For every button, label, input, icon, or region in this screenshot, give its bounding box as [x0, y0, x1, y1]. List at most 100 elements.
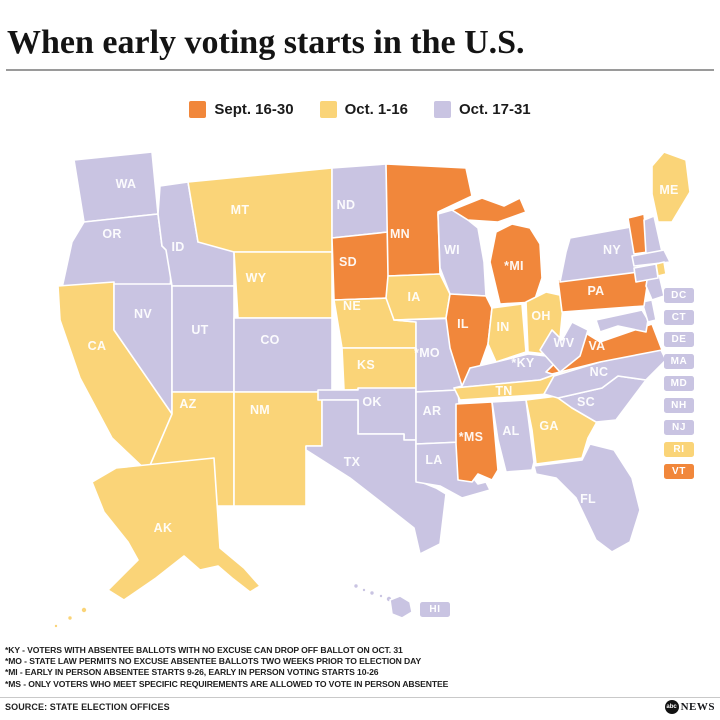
state-label-ok: OK [362, 395, 381, 409]
state-label-nd: ND [337, 198, 356, 212]
state-label-la: LA [425, 453, 442, 467]
state-ri [655, 261, 667, 277]
state-label-va: VA [588, 339, 605, 353]
state-label-pa: PA [587, 284, 604, 298]
state-labels: WA OR CA NV ID MT WY UT CO AZ NM ND SD N… [88, 177, 679, 535]
state-label-ut: UT [191, 323, 208, 337]
state-wy [233, 251, 333, 319]
legend-label: Oct. 1-16 [344, 101, 408, 118]
state-label-tx: TX [344, 455, 361, 469]
legend-swatch-lavender [433, 101, 451, 118]
state-label-co: CO [260, 333, 279, 347]
state-label-wa: WA [116, 177, 137, 191]
state-label-nv: NV [134, 307, 152, 321]
state-label-ga: GA [539, 419, 558, 433]
state-hi-island [361, 587, 367, 593]
badge-md: MD [664, 376, 694, 391]
state-label-nc: NC [590, 365, 609, 379]
state-label-tn: TN [495, 384, 512, 398]
state-label-ia: IA [407, 290, 420, 304]
legend-label: Oct. 17-31 [458, 101, 531, 118]
logo-news-text: NEWS [680, 701, 715, 713]
state-label-ks: KS [357, 358, 375, 372]
source-row: SOURCE: STATE ELECTION OFFICES abc NEWS [5, 700, 715, 714]
footnote-mi: *MI - EARLY IN PERSON ABSENTEE STARTS 9-… [5, 667, 379, 678]
state-label-il: IL [457, 317, 469, 331]
badge-ct: CT [664, 310, 694, 325]
badge-dc: DC [664, 288, 694, 303]
legend: Sept. 16-30 Oct. 1-16 Oct. 17-31 [0, 101, 720, 118]
state-label-me: ME [659, 183, 678, 197]
state-label-sc: SC [577, 395, 595, 409]
footnotes: *KY - VOTERS WITH ABSENTEE BALLOTS WITH … [5, 645, 448, 690]
state-label-or: OR [102, 227, 121, 241]
state-de [641, 299, 657, 323]
state-label-az: AZ [179, 397, 196, 411]
state-hi-big-island [389, 595, 413, 619]
state-wv [539, 321, 589, 373]
state-or [61, 213, 173, 293]
state-label-ky: *KY [511, 356, 534, 370]
state-nc [543, 347, 667, 399]
badge-vt: VT [664, 464, 694, 479]
state-label-mt: MT [231, 203, 250, 217]
state-ak [91, 457, 261, 601]
footnote-ms: *MS - ONLY VOTERS WHO MEET SPECIFIC REQU… [5, 678, 449, 689]
state-il [445, 293, 493, 387]
footnote-mo: *MO - STATE LAW PERMITS NO EXCUSE ABSENT… [5, 656, 422, 667]
state-fl [533, 443, 641, 553]
state-label-ak: AK [154, 521, 173, 535]
state-ma [631, 249, 671, 267]
state-label-ny: NY [603, 243, 621, 257]
legend-label: Sept. 16-30 [214, 101, 294, 118]
state-label-mi: *MI [504, 259, 524, 273]
page-title: When early voting starts in the U.S. [7, 24, 525, 61]
badge-ri: RI [664, 442, 694, 457]
state-ks [341, 347, 417, 391]
state-label-in: IN [496, 320, 509, 334]
title-divider [6, 69, 714, 71]
state-label-ca: CA [88, 339, 107, 353]
state-ms [455, 401, 499, 483]
state-label-al: AL [502, 424, 519, 438]
state-label-ar: AR [423, 404, 442, 418]
state-mi-upper [451, 197, 527, 223]
state-label-wv: WV [554, 336, 575, 350]
state-co [233, 317, 333, 393]
badge-de: DE [664, 332, 694, 347]
footnote-ky: *KY - VOTERS WITH ABSENTEE BALLOTS WITH … [5, 645, 403, 655]
state-label-sd: SD [339, 255, 357, 269]
legend-swatch-yellow [319, 101, 337, 118]
state-label-mn: MN [390, 227, 410, 241]
abc-circle-icon: abc [664, 700, 679, 714]
state-ct [633, 263, 659, 283]
state-md [595, 309, 649, 333]
legend-item-oct-early: Oct. 1-16 [319, 101, 408, 118]
source-text: SOURCE: STATE ELECTION OFFICES [5, 702, 170, 712]
badge-nj: NJ [664, 420, 694, 435]
state-ak-aleutian-island [53, 623, 59, 629]
legend-swatch-orange [189, 101, 207, 118]
state-in [487, 303, 527, 363]
state-hi-island [378, 593, 384, 599]
state-label-ms: *MS [459, 430, 484, 444]
badge-ma: MA [664, 354, 694, 369]
state-label-id: ID [171, 240, 184, 254]
state-tx [305, 399, 447, 555]
source-divider [0, 697, 720, 698]
state-hi-island [352, 582, 360, 590]
state-label-nm: NM [250, 403, 270, 417]
state-mt [187, 167, 333, 253]
state-label-wi: WI [444, 243, 460, 257]
badge-hi: HI [420, 602, 450, 617]
state-ak-aleutian-island [66, 614, 74, 622]
state-ut [171, 285, 235, 393]
abc-news-logo: abc NEWS [664, 700, 715, 714]
state-label-fl: FL [580, 492, 596, 506]
state-shapes [53, 151, 691, 629]
legend-item-sept: Sept. 16-30 [189, 101, 294, 118]
small-state-badge-column: DC CT DE MA MD NH NJ RI VT [664, 288, 694, 486]
state-ak-aleutian-island [80, 606, 88, 614]
